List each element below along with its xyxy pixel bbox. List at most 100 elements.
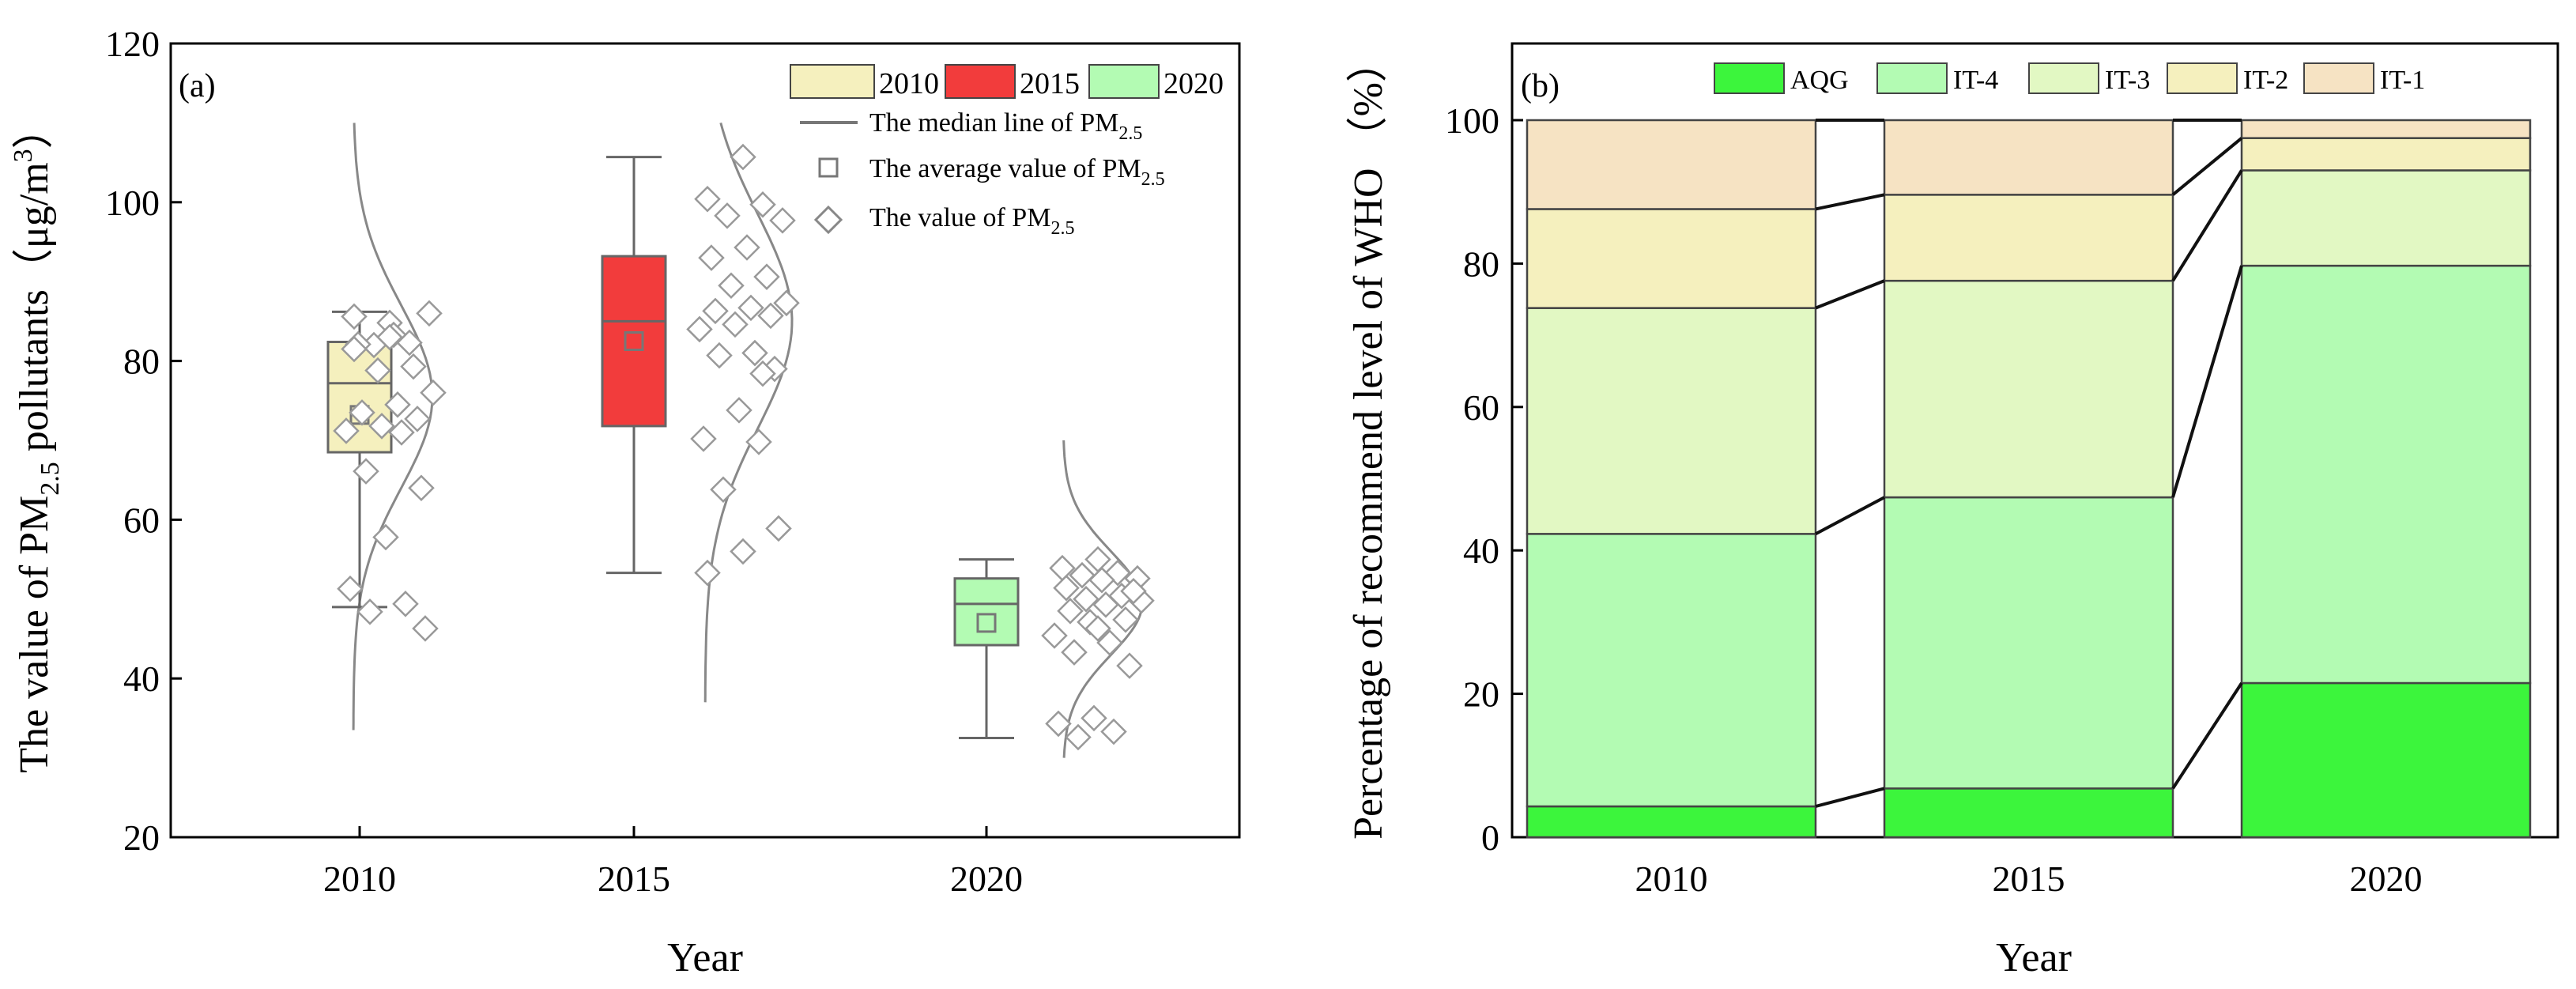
legend-swatch-IT-1	[2303, 62, 2374, 94]
panel-a-x-ticks: 2010 2015 2020	[323, 826, 1023, 899]
data-point	[337, 575, 364, 602]
y-tick-label: 20	[123, 817, 160, 858]
data-point	[349, 399, 375, 426]
data-point	[773, 289, 800, 317]
x-tick-label: 2010	[323, 859, 396, 899]
data-point	[1096, 629, 1123, 656]
data-point	[416, 300, 443, 327]
panel-b-connector-lines	[1815, 119, 2243, 808]
y-tick-label: 40	[1463, 530, 1499, 571]
legend-label-IT-3: IT-3	[2105, 66, 2150, 95]
data-point	[1084, 545, 1111, 573]
data-point	[706, 342, 733, 369]
data-point	[356, 598, 383, 625]
data-point	[1045, 710, 1072, 738]
legend-value-swatch	[813, 205, 843, 235]
connector-line	[2171, 265, 2243, 498]
panel-b-y-axis-label: Percentage of recommend level of WHO （%）	[1346, 41, 1391, 840]
data-point	[384, 391, 411, 418]
x-tick-label: 2015	[1993, 859, 2065, 899]
data-point	[333, 417, 360, 444]
y-tick-label: 60	[1463, 387, 1499, 428]
panel-a-points	[333, 143, 1155, 751]
legend-label-IT-2: IT-2	[2243, 66, 2288, 95]
box-2020	[953, 577, 1020, 647]
data-point	[765, 515, 792, 542]
connector-line	[1815, 279, 1885, 310]
bar-segment-IT-3-2020	[2240, 169, 2532, 267]
panel-a-legend: 2010 2015 2020 The median line of PM2.5 …	[790, 64, 1224, 239]
data-point	[690, 425, 717, 452]
data-point	[694, 559, 721, 587]
y-tick-label: 0	[1481, 817, 1499, 858]
data-point	[730, 538, 756, 565]
data-point	[737, 294, 764, 322]
y-tick-label: 80	[1463, 243, 1499, 284]
legend-label-2015: 2015	[1020, 67, 1080, 100]
connector-line	[2171, 169, 2243, 282]
data-point	[368, 413, 395, 440]
data-point	[769, 207, 796, 234]
data-point	[1069, 561, 1096, 589]
panel-b-stacked-bar-chart: (b) 0 20 40 60 80 100 2010 2015 2020 Percentage…	[1346, 41, 2559, 980]
legend-swatch-AQG	[1714, 62, 1785, 94]
bar-segment-IT-4-2020	[2240, 264, 2532, 685]
data-point	[749, 191, 776, 218]
y-tick-label: 60	[123, 500, 160, 540]
bar-segment-AQG-2015	[1883, 787, 2174, 839]
panel-a-y-axis-label: The value of PM2.5 pollutants（μg/m3）	[9, 108, 65, 772]
y-tick-label: 100	[105, 183, 160, 223]
data-point	[745, 428, 772, 455]
x-tick-label: 2015	[598, 859, 670, 899]
connector-line	[1815, 193, 1885, 211]
data-point	[341, 303, 368, 330]
panel-b-x-axis-label: Year	[1996, 935, 2072, 980]
data-point	[698, 244, 725, 271]
legend-average-label: The average value of PM2.5	[869, 154, 1165, 190]
data-point	[372, 523, 399, 551]
data-point	[392, 591, 419, 617]
mean-marker-2015	[624, 331, 644, 351]
y-tick-label: 80	[123, 342, 160, 382]
data-point	[730, 143, 756, 171]
data-point	[1061, 639, 1088, 666]
bar-segment-IT-4-2015	[1883, 496, 2174, 790]
legend-label-2010: 2010	[879, 67, 939, 100]
legend-label-IT-4: IT-4	[1953, 66, 1998, 95]
data-point	[364, 357, 391, 384]
legend-swatch-IT-3	[2028, 62, 2099, 94]
panel-b-y-ticks: 0 20 40 60 80 100	[1445, 100, 1523, 858]
panel-a-box-chart: (a) 20 40 60 80 100 120 2010 2015 2020 The valu…	[9, 24, 1241, 980]
data-point	[400, 353, 427, 380]
data-point	[710, 476, 737, 504]
data-point	[1092, 591, 1119, 618]
data-point	[420, 379, 447, 406]
data-point	[341, 335, 368, 363]
data-point	[1116, 652, 1143, 679]
data-point	[741, 339, 768, 367]
bar-segment-IT-2-2010	[1526, 208, 1817, 309]
bar-segment-IT-1-2020	[2240, 119, 2532, 139]
data-point	[1065, 723, 1092, 751]
panel-a-boxes	[326, 156, 1020, 739]
data-point	[1088, 566, 1115, 594]
data-point	[726, 397, 752, 424]
data-point	[734, 234, 760, 261]
legend-swatch-2020	[1088, 64, 1160, 99]
data-point	[718, 272, 745, 299]
x-tick-label: 2020	[950, 859, 1023, 899]
connector-line	[1815, 787, 1885, 808]
data-point	[408, 474, 435, 502]
data-point	[353, 458, 379, 485]
bar-segment-IT-1-2010	[1526, 119, 1817, 210]
data-point	[388, 419, 415, 446]
bar-segment-IT-2-2020	[2240, 137, 2532, 172]
data-point	[1041, 622, 1068, 649]
legend-swatch-2010	[790, 64, 875, 99]
legend-swatch-2015	[945, 64, 1016, 99]
panel-a-y-ticks: 20 40 60 80 100 120	[105, 24, 182, 858]
bar-segment-AQG-2020	[2240, 681, 2532, 839]
legend-value-label: The value of PM2.5	[869, 203, 1074, 239]
bar-segment-IT-2-2015	[1883, 194, 2174, 282]
